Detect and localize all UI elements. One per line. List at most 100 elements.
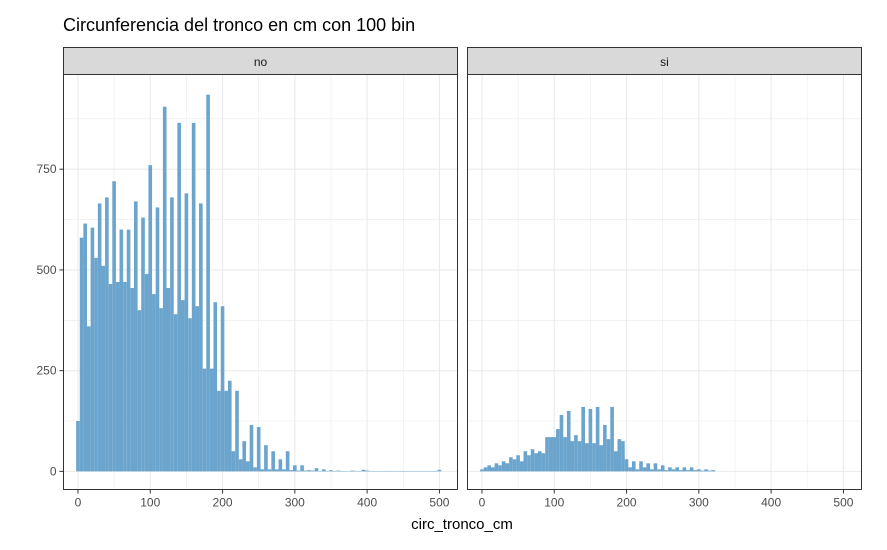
histogram-bar xyxy=(613,451,618,472)
histogram-bar xyxy=(595,406,600,472)
histogram-bar xyxy=(264,445,268,472)
histogram-bar xyxy=(293,465,297,472)
histogram-bar xyxy=(494,463,499,472)
histogram-bar xyxy=(256,427,261,472)
histogram-bar xyxy=(682,467,687,472)
histogram-bar xyxy=(657,469,661,472)
panel-si-background xyxy=(467,74,862,490)
histogram-bar xyxy=(668,467,672,472)
histogram-bar xyxy=(253,467,257,472)
x-tick-label: 0 xyxy=(479,496,486,510)
histogram-bar xyxy=(707,470,712,472)
panel-si-border xyxy=(467,74,862,490)
panel-no-strip-label: no xyxy=(254,55,268,69)
histogram-bar xyxy=(311,470,315,472)
x-tick-label: 500 xyxy=(833,496,853,510)
histogram-bar xyxy=(490,467,495,472)
histogram-bar xyxy=(697,469,701,472)
histogram-bar xyxy=(289,470,294,472)
histogram-bar xyxy=(592,443,596,472)
histogram-bar xyxy=(202,368,207,472)
y-tick-label: 750 xyxy=(36,162,56,176)
x-tick-label: 200 xyxy=(213,496,233,510)
histogram-bar xyxy=(220,306,225,472)
x-tick-label: 300 xyxy=(285,496,305,510)
histogram-bar xyxy=(108,284,113,472)
histogram-bar xyxy=(148,165,153,472)
histogram-bar xyxy=(675,467,679,472)
histogram-bar xyxy=(519,461,524,472)
histogram-bar xyxy=(101,265,106,472)
histogram-bar xyxy=(249,425,254,472)
histogram-bar xyxy=(437,469,442,472)
histogram-bar xyxy=(693,470,698,472)
histogram-bar xyxy=(646,463,651,472)
histogram-bar xyxy=(621,441,625,472)
histogram-bar xyxy=(700,470,705,472)
histogram-bar xyxy=(584,443,589,472)
histogram-bar xyxy=(296,470,301,472)
histogram-bar xyxy=(329,470,333,472)
panel-no-bars xyxy=(76,94,442,472)
histogram-bar xyxy=(527,455,531,472)
histogram-bar xyxy=(274,469,279,472)
histogram-bar xyxy=(282,469,286,472)
x-axis-panel-no: 0 100 200 300 400 500 xyxy=(75,489,450,510)
histogram-bar xyxy=(321,469,326,472)
histogram-bar xyxy=(115,282,120,472)
histogram-bar xyxy=(235,390,239,472)
histogram-bar xyxy=(133,201,138,472)
histogram-bar xyxy=(231,451,236,472)
histogram-bar xyxy=(227,380,232,472)
histogram-bar xyxy=(541,453,546,472)
histogram-bar xyxy=(86,326,91,472)
histogram-bar xyxy=(574,435,578,472)
histogram-bar xyxy=(577,441,582,472)
histogram-bar xyxy=(570,441,575,472)
histogram-bar xyxy=(599,445,604,472)
histogram-bar xyxy=(653,463,658,472)
chart-title: Circunferencia del tronco en cm con 100 … xyxy=(63,15,415,35)
histogram-bar xyxy=(170,197,174,472)
histogram-bar xyxy=(278,459,283,472)
histogram-bar xyxy=(184,193,189,472)
histogram-bar xyxy=(711,470,716,472)
histogram-bar xyxy=(603,425,607,472)
histogram-bar xyxy=(238,459,243,472)
histogram-bar xyxy=(213,302,218,472)
histogram-bar xyxy=(350,470,355,472)
histogram-bar xyxy=(76,421,80,472)
histogram-bar xyxy=(509,457,513,472)
histogram-bar xyxy=(79,237,84,472)
histogram-bar xyxy=(130,288,134,472)
histogram-bar xyxy=(498,465,502,472)
histogram-bar xyxy=(285,451,290,472)
y-axis: 0 250 500 750 xyxy=(36,162,64,478)
histogram-bar xyxy=(217,390,221,472)
histogram-bar xyxy=(552,437,557,472)
panel-si-strip xyxy=(467,47,862,75)
histogram-bar xyxy=(180,300,185,472)
x-tick-label: 400 xyxy=(761,496,781,510)
histogram-bar xyxy=(141,217,145,472)
panel-no: no xyxy=(63,47,458,490)
panel-si-bars xyxy=(480,406,716,472)
x-tick-label: 100 xyxy=(544,496,564,510)
histogram-bar xyxy=(303,470,308,472)
histogram-bar xyxy=(126,229,131,472)
histogram-bar xyxy=(177,122,181,472)
histogram-bar xyxy=(686,470,690,472)
histogram-bar xyxy=(624,459,629,472)
histogram-bar xyxy=(314,468,319,472)
panel-no-border xyxy=(63,74,458,490)
histogram-bar xyxy=(650,469,654,472)
histogram-bar xyxy=(678,470,683,472)
histogram-bar xyxy=(559,414,564,472)
histogram-bar xyxy=(260,469,265,472)
histogram-bar xyxy=(566,410,571,472)
x-tick-label: 200 xyxy=(617,496,637,510)
histogram-bar xyxy=(137,310,142,472)
y-tick-label: 500 xyxy=(36,263,56,277)
histogram-bar xyxy=(581,406,585,472)
